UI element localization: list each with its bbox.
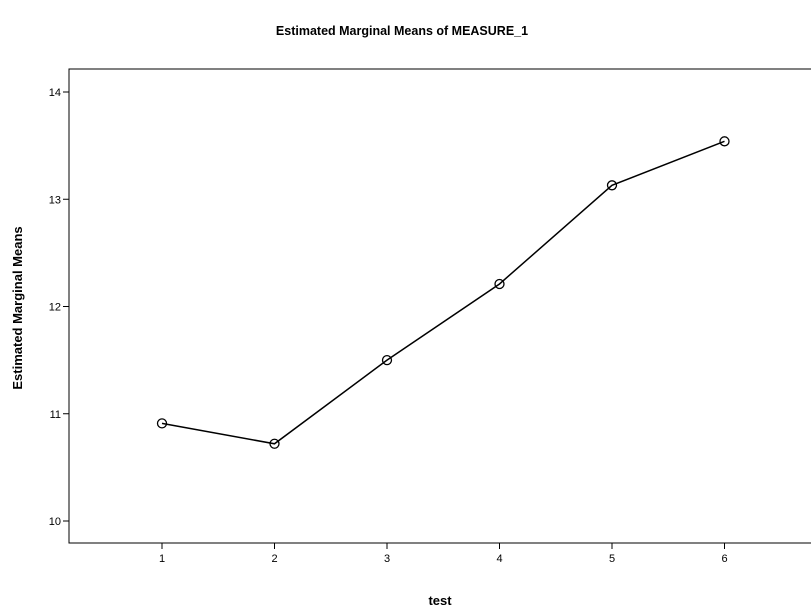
y-tick-label: 14 (49, 87, 61, 99)
x-tick-label: 1 (159, 553, 165, 565)
plot-frame (68, 68, 811, 544)
chart-title: Estimated Marginal Means of MEASURE_1 (276, 24, 528, 38)
y-axis-label: Estimated Marginal Means (10, 226, 25, 389)
y-axis: 10 11 12 13 14 (49, 87, 69, 528)
y-tick-label: 10 (49, 516, 61, 528)
x-tick-label: 4 (496, 553, 502, 565)
x-axis-label: test (428, 593, 452, 608)
y-tick-label: 13 (49, 194, 61, 206)
x-tick-label: 2 (271, 553, 277, 565)
data-point-marker (494, 278, 505, 290)
data-point-marker (606, 180, 618, 191)
y-tick-label: 11 (50, 409, 61, 421)
data-point-marker (381, 354, 393, 366)
data-points (156, 136, 730, 449)
data-point-marker (719, 136, 730, 147)
series-line (161, 140, 725, 445)
x-axis: 1 2 3 4 5 6 (159, 543, 728, 565)
y-tick-label: 12 (49, 302, 61, 314)
data-point-marker (156, 418, 168, 429)
x-tick-label: 3 (384, 553, 390, 565)
x-tick-label: 5 (609, 553, 615, 565)
x-tick-label: 6 (721, 553, 727, 565)
data-point-marker (269, 438, 280, 449)
